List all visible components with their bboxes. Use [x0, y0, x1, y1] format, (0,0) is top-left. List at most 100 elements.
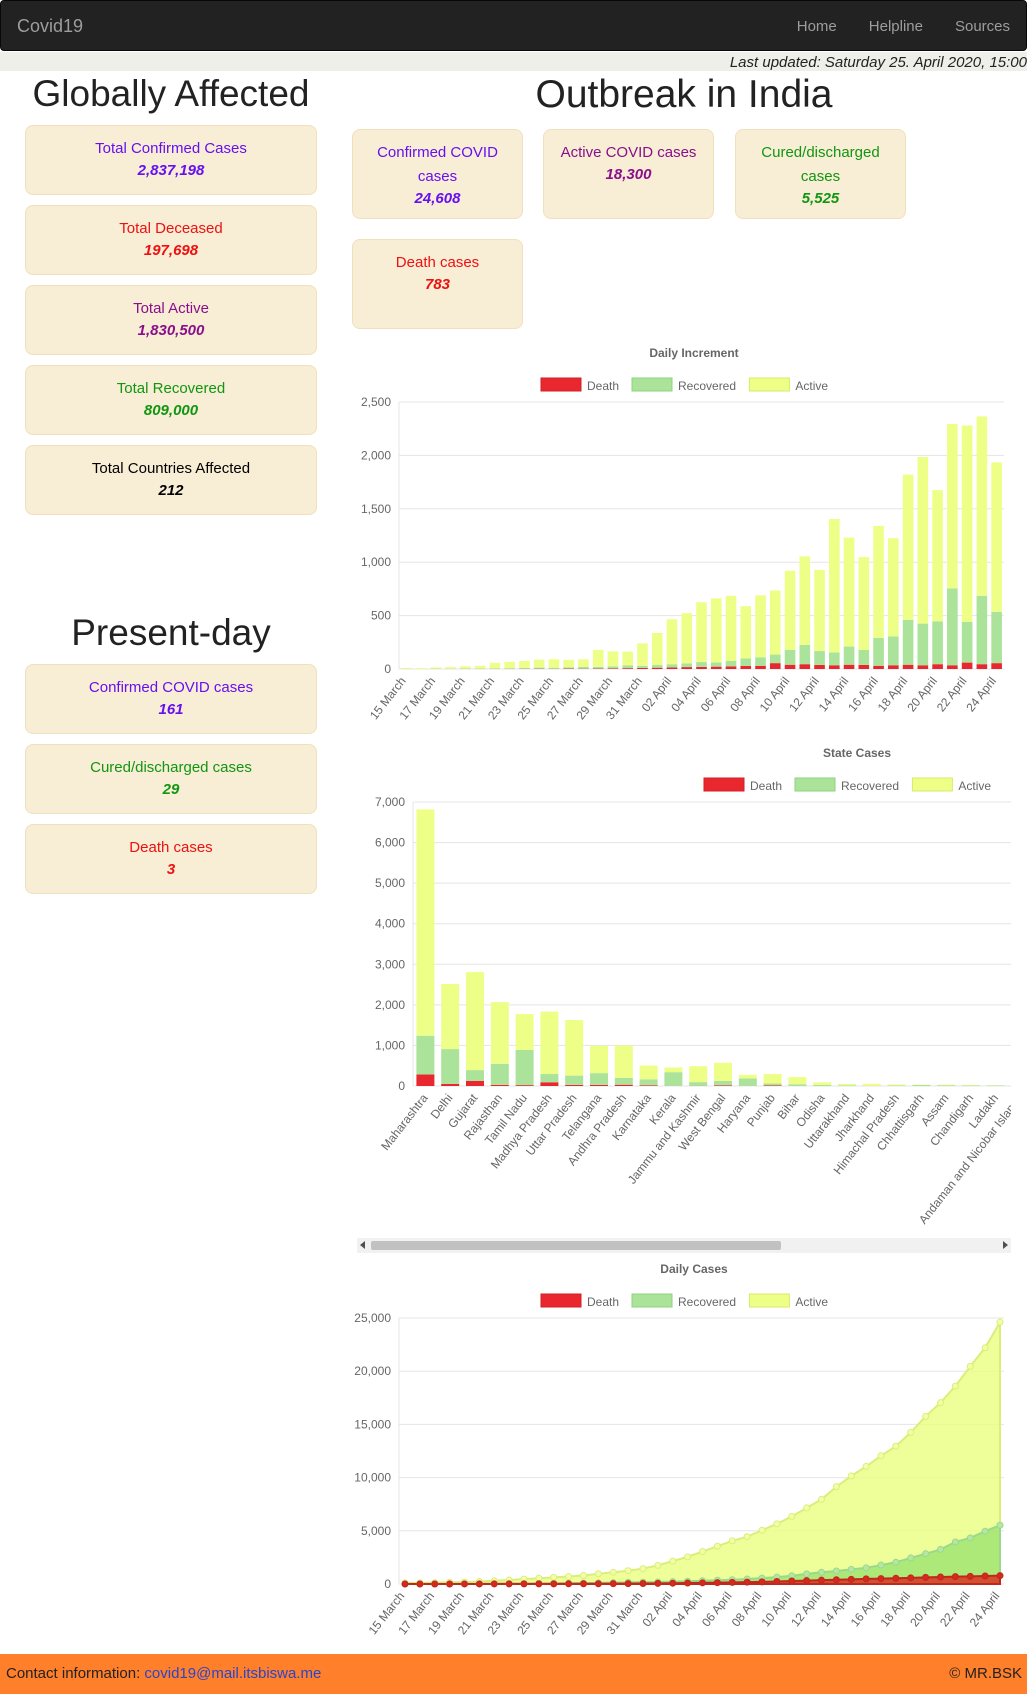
point-active: [713, 1542, 721, 1550]
bar-recovered: [902, 619, 914, 665]
bar-recovered: [917, 623, 929, 666]
bar-death: [858, 664, 870, 669]
bar-active: [622, 651, 634, 666]
y-tick-label: 4,000: [375, 917, 405, 931]
bar-active: [738, 1074, 757, 1079]
bar-death: [637, 667, 648, 669]
bar-death: [763, 1085, 782, 1086]
point-active: [818, 1495, 825, 1503]
bar-recovered: [490, 1063, 509, 1085]
bar-death: [991, 663, 1002, 669]
last-updated-bar: Last updated: Saturday 25. April 2020, 1…: [0, 52, 1027, 71]
point-death: [788, 1577, 796, 1585]
legend-label: Active: [958, 779, 991, 793]
y-tick-label: 25,000: [354, 1311, 391, 1325]
bar-recovered: [637, 665, 648, 668]
bar-active: [828, 518, 840, 653]
card-value: 783: [424, 276, 451, 293]
point-recovered: [907, 1554, 915, 1562]
bar-death: [710, 666, 722, 669]
card-label: Death cases: [129, 839, 213, 856]
point-death: [475, 1580, 483, 1588]
point-recovered: [847, 1565, 855, 1573]
bar-recovered: [843, 646, 855, 665]
card-value: 18,300: [605, 166, 652, 183]
bar-active: [769, 590, 781, 655]
card-value: 161: [158, 701, 184, 718]
bar-recovered: [460, 668, 471, 669]
bar-death: [932, 664, 943, 669]
point-death: [803, 1577, 811, 1585]
bar-recovered: [725, 660, 737, 667]
x-tick-label: 06 April: [698, 674, 734, 714]
point-recovered: [892, 1558, 900, 1566]
point-death: [431, 1580, 439, 1588]
card-value: 197,698: [143, 242, 199, 259]
contact-email-link[interactable]: covid19@mail.itsbiswa.me: [144, 1665, 322, 1682]
bar-death: [614, 1084, 633, 1086]
global-card: Total Confirmed Cases 2,837,198: [25, 125, 317, 195]
bar-active: [862, 1083, 881, 1086]
state-chart-scrollbar[interactable]: [357, 1238, 1011, 1253]
scroll-left-arrow-icon[interactable]: [360, 1241, 365, 1249]
bar-active: [415, 668, 427, 669]
bar-recovered: [540, 1074, 559, 1083]
bar-recovered: [533, 667, 545, 669]
nav-home-link[interactable]: Home: [796, 18, 837, 35]
bar-active: [401, 667, 412, 669]
bar-recovered: [738, 1078, 757, 1086]
bar-recovered: [651, 665, 663, 668]
bar-death: [902, 664, 914, 669]
point-active: [773, 1520, 781, 1528]
card-label: Total Active: [133, 300, 209, 317]
point-death: [996, 1572, 1004, 1580]
x-tick-label: 14 April: [816, 674, 852, 714]
x-tick-label: 08 April: [729, 1589, 765, 1629]
bar-recovered: [515, 1049, 534, 1086]
bar-recovered: [858, 649, 870, 665]
point-recovered: [818, 1568, 825, 1576]
x-tick-label: 08 April: [727, 674, 763, 714]
india-heading: Outbreak in India: [535, 73, 833, 116]
point-active: [996, 1318, 1004, 1326]
point-active: [862, 1462, 870, 1470]
point-death: [684, 1579, 692, 1587]
bar-recovered: [592, 666, 604, 669]
chart-title: Daily Increment: [649, 346, 738, 360]
point-death: [654, 1579, 662, 1587]
bar-active: [592, 649, 604, 667]
bar-recovered: [961, 622, 973, 663]
nav-helpline-link[interactable]: Helpline: [868, 18, 923, 35]
point-active: [743, 1533, 751, 1541]
brand-link[interactable]: Covid19: [17, 16, 84, 36]
bar-active: [873, 525, 884, 639]
y-tick-label: 500: [371, 609, 391, 623]
point-death: [832, 1576, 840, 1584]
point-active: [981, 1344, 989, 1352]
x-tick-label: 16 April: [848, 1589, 884, 1629]
scroll-right-arrow-icon[interactable]: [1003, 1241, 1008, 1249]
point-active: [907, 1428, 915, 1436]
bar-active: [917, 457, 929, 624]
nav-sources-link[interactable]: Sources: [954, 18, 1010, 35]
point-death: [937, 1573, 944, 1581]
bar-active: [590, 1045, 608, 1074]
footer: Contact information: covid19@mail.itsbis…: [0, 1654, 1027, 1694]
legend-label: Recovered: [678, 1295, 736, 1309]
bar-death: [740, 666, 752, 669]
bar-recovered: [763, 1083, 782, 1086]
scrollbar-thumb[interactable]: [371, 1241, 781, 1250]
bar-active: [607, 651, 619, 667]
point-death: [565, 1580, 573, 1588]
point-active: [728, 1537, 736, 1545]
bar-active: [637, 643, 648, 666]
bar-recovered: [664, 1072, 683, 1086]
x-tick-label: 04 April: [669, 1589, 705, 1629]
bar-recovered: [788, 1084, 807, 1086]
bar-active: [947, 423, 958, 589]
point-recovered: [951, 1538, 959, 1546]
y-tick-label: 2,000: [361, 448, 391, 462]
bar-recovered: [639, 1079, 658, 1086]
bar-active: [813, 1082, 832, 1085]
chart-title: Daily Cases: [660, 1262, 728, 1276]
